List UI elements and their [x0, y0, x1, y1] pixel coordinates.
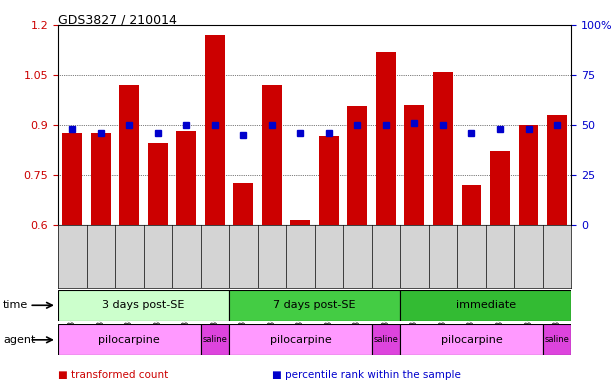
Bar	[200, 324, 229, 355]
Bar	[319, 136, 339, 225]
Bar	[519, 125, 538, 225]
Bar	[229, 324, 371, 355]
Bar	[348, 106, 367, 225]
Text: 7 days post-SE: 7 days post-SE	[273, 300, 356, 310]
Bar	[461, 185, 481, 225]
Bar	[490, 151, 510, 225]
Bar	[433, 71, 453, 225]
Text: ■ percentile rank within the sample: ■ percentile rank within the sample	[272, 370, 461, 380]
Bar	[376, 51, 396, 225]
Text: agent: agent	[3, 335, 35, 345]
Text: pilocarpine: pilocarpine	[269, 335, 331, 345]
Bar	[58, 290, 229, 321]
Bar	[233, 183, 254, 225]
Bar	[290, 220, 310, 225]
Bar	[547, 115, 567, 225]
Bar	[205, 35, 225, 225]
Bar	[119, 85, 139, 225]
Text: saline: saline	[544, 335, 569, 344]
Text: GDS3827 / 210014: GDS3827 / 210014	[58, 13, 177, 26]
Text: pilocarpine: pilocarpine	[98, 335, 160, 345]
Text: ■ transformed count: ■ transformed count	[58, 370, 168, 380]
Text: 3 days post-SE: 3 days post-SE	[103, 300, 185, 310]
Text: pilocarpine: pilocarpine	[441, 335, 502, 345]
Bar	[58, 324, 200, 355]
Bar	[262, 85, 282, 225]
Text: saline: saline	[373, 335, 398, 344]
Bar	[148, 143, 168, 225]
Bar	[177, 131, 196, 225]
Bar	[543, 324, 571, 355]
Bar	[404, 105, 425, 225]
Bar	[400, 290, 571, 321]
Bar	[91, 133, 111, 225]
Bar	[400, 324, 543, 355]
Text: immediate: immediate	[456, 300, 516, 310]
Bar	[371, 324, 400, 355]
Bar	[229, 290, 400, 321]
Text: time: time	[3, 300, 28, 310]
Bar	[62, 133, 82, 225]
Text: saline: saline	[202, 335, 227, 344]
